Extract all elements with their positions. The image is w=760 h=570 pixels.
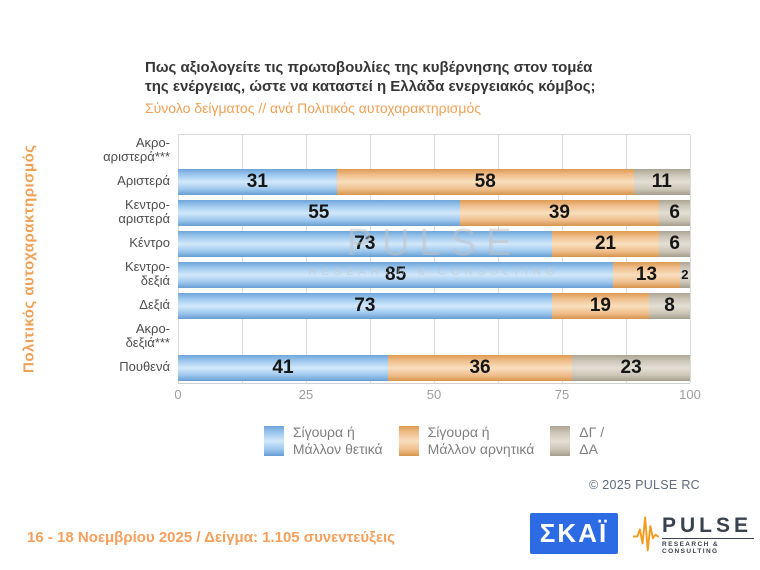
category-label: Κέντρο [129, 234, 170, 250]
bar-value-label: 6 [669, 201, 680, 223]
category-labels: Ακρο- αριστερά*** Αριστερά Κεντρο- αριστερ… [0, 134, 170, 382]
legend-label: Σίγουρα ή Μάλλον αρνητικά [427, 424, 535, 457]
legend-swatch-gray [550, 426, 571, 456]
bar-value-label: 23 [620, 356, 642, 378]
bar-value-label: 31 [246, 170, 268, 192]
category-label: Αριστερά [117, 172, 170, 188]
legend-label: ΔΓ / ΔΑ [579, 424, 605, 457]
bar-row: 41 36 23 [178, 352, 690, 383]
copyright-text: © 2025 PULSE RC [589, 478, 700, 492]
bar-segment: 55 [178, 199, 460, 226]
bar-segment: 6 [659, 199, 690, 226]
bar-segment: 21 [551, 230, 660, 257]
bar-rows: 31 58 11 55 39 6 73 21 6 85 13 2 73 19 8 41 36 23 [178, 135, 690, 383]
title-block: Πως αξιολογείτε τις πρωτοβουλίες της κυβ… [145, 58, 720, 117]
bar-segment: 23 [572, 354, 690, 381]
category-label: Κεντρο- αριστερά [118, 197, 170, 226]
plot-area: 31 58 11 55 39 6 73 21 6 85 13 2 73 19 8 41 36 23 [178, 134, 691, 384]
legend-item: ΔΓ / ΔΑ [550, 424, 604, 458]
gridline [370, 135, 371, 383]
bar-row: 73 21 6 [178, 228, 690, 259]
bar-value-label: 39 [548, 201, 570, 223]
x-tick-label: 50 [426, 387, 442, 402]
x-tick-label: 0 [174, 387, 182, 402]
bar-value-label: 13 [635, 263, 658, 285]
gridline [178, 135, 179, 383]
pulse-logo-subtitle: RESEARCH & CONSULTING [662, 541, 719, 555]
x-tick-label: 75 [554, 387, 570, 402]
bar-segment: 2 [679, 261, 690, 288]
gridline [306, 135, 307, 383]
bar-value-label: 41 [272, 356, 294, 378]
bar-segment: 39 [459, 199, 660, 226]
gridline [562, 135, 563, 383]
bar-row [178, 135, 690, 166]
chart-subtitle: Σύνολο δείγματος // ανά Πολιτικός αυτοχα… [145, 100, 481, 116]
legend-swatch-orange [398, 426, 419, 456]
bar-value-label: 55 [308, 201, 330, 223]
gridline [690, 135, 691, 383]
bar-value-label: 2 [681, 267, 689, 282]
bar-segment: 73 [178, 230, 552, 257]
gridline [626, 135, 627, 383]
bar-segment: 73 [178, 292, 552, 319]
pulse-logo-rule [662, 538, 754, 539]
bar-value-label: 6 [669, 232, 680, 254]
gridline [498, 135, 499, 383]
bar-segment: 8 [649, 292, 690, 319]
bar-row: 55 39 6 [178, 197, 690, 228]
x-tick-label: 25 [298, 387, 314, 402]
legend: Σίγουρα ή Μάλλον θετικά Σίγουρα ή Μάλλον … [178, 424, 690, 458]
bar-row: 73 19 8 [178, 290, 690, 321]
bar-value-label: 19 [589, 294, 611, 316]
category-label: Πουθενά [119, 358, 170, 374]
bar-segment: 6 [659, 230, 690, 257]
bar-value-label: 8 [664, 294, 675, 316]
bar-segment: 19 [551, 292, 650, 319]
category-label: Κεντρο- δεξιά [124, 259, 170, 288]
x-tick-label: 100 [679, 387, 701, 402]
pulse-waveform-icon [632, 510, 660, 561]
x-axis: 0 25 50 75 100 [0, 387, 760, 405]
bar-row: 31 58 11 [178, 166, 690, 197]
chart-area: Ακρο- αριστερά*** Αριστερά Κεντρο- αριστερ… [0, 134, 760, 414]
bar-value-label: 36 [469, 356, 491, 378]
skai-logo: ΣΚΑΪ [530, 513, 618, 554]
pulse-logo-text: PULSE RESEARCH & CONSULTING [662, 515, 754, 555]
bar-segment: 58 [336, 168, 634, 195]
category-label: Ακρο- δεξιά*** [125, 321, 170, 350]
chart-title: Πως αξιολογείτε τις πρωτοβουλίες της κυβ… [145, 59, 596, 95]
bar-segment: 31 [178, 168, 337, 195]
legend-swatch-blue [263, 426, 284, 456]
pulse-logo: PULSE RESEARCH & CONSULTING [632, 510, 754, 561]
bar-segment: 41 [178, 354, 388, 381]
category-label: Δεξιά [139, 296, 170, 312]
bar-value-label: 58 [474, 170, 496, 192]
bar-segment: 13 [613, 261, 680, 288]
pulse-logo-name: PULSE [662, 514, 753, 537]
skai-logo-text: ΣΚΑΪ [539, 518, 609, 548]
bar-row [178, 321, 690, 352]
gridline [242, 135, 243, 383]
bar-value-label: 85 [385, 263, 407, 285]
gridlines [178, 135, 691, 383]
legend-item: Σίγουρα ή Μάλλον αρνητικά [398, 424, 535, 458]
bar-segment: 85 [178, 261, 614, 288]
category-label: Ακρο- αριστερά*** [103, 135, 170, 164]
bar-segment: 36 [387, 354, 573, 381]
bar-value-label: 73 [354, 294, 376, 316]
bar-value-label: 21 [594, 232, 617, 254]
bar-value-label: 73 [354, 232, 376, 254]
bar-segment: 11 [633, 168, 690, 195]
legend-label: Σίγουρα ή Μάλλον θετικά [292, 424, 383, 457]
bar-row: 85 13 2 [178, 259, 690, 290]
fieldwork-note: 16 - 18 Νοεμβρίου 2025 / Δείγμα: 1.105 σ… [27, 529, 395, 546]
legend-item: Σίγουρα ή Μάλλον θετικά [263, 424, 383, 458]
bar-value-label: 11 [651, 170, 672, 192]
gridline [434, 135, 435, 383]
